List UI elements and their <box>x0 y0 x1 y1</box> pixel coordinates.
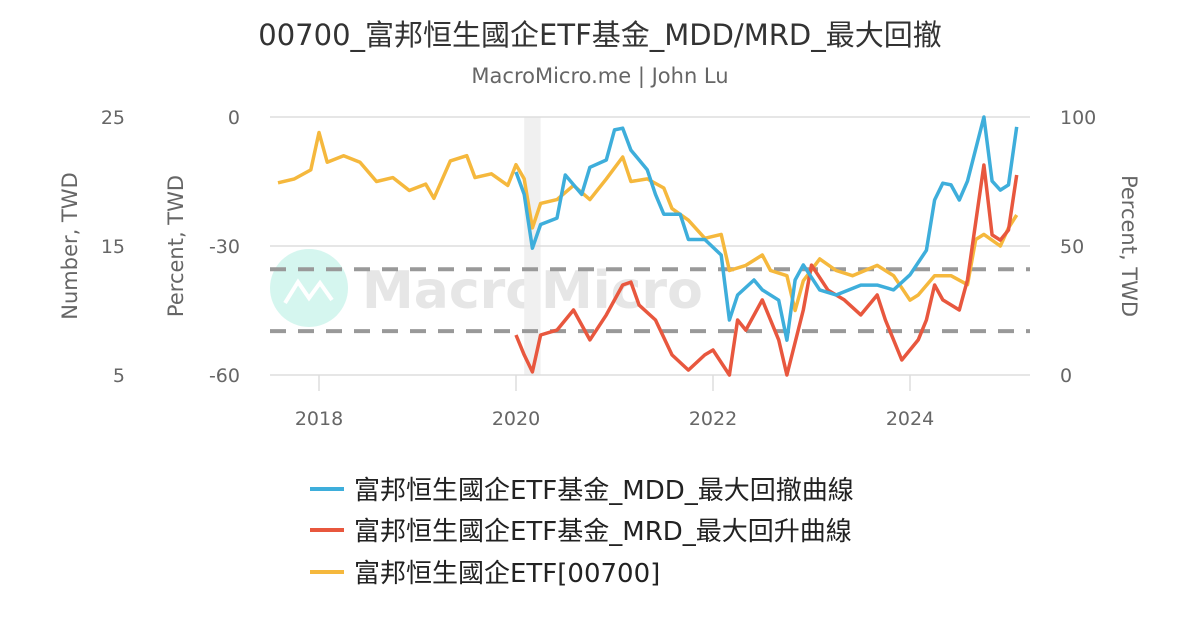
watermark-logo-icon <box>270 249 348 327</box>
x-tick-label: 2022 <box>689 408 737 430</box>
legend-item-price[interactable]: 富邦恒生國企ETF[00700] <box>310 553 660 590</box>
left-percent-tick: -60 <box>209 365 240 387</box>
x-tick-label: 2018 <box>295 408 343 430</box>
legend-label: 富邦恒生國企ETF基金_MDD_最大回撤曲線 <box>354 476 854 506</box>
series-line-0 <box>514 115 1019 342</box>
watermark-logo-mark <box>283 278 334 305</box>
right-percent-axis-label: Percent, TWD <box>1117 175 1141 317</box>
legend-swatch <box>310 527 344 532</box>
right-percent-tick: 50 <box>1060 236 1084 258</box>
series-line-2 <box>277 130 1019 313</box>
x-tick-label: 2024 <box>886 408 934 430</box>
left-percent-axis-label: Percent, TWD <box>164 175 188 317</box>
legend-item-mrd[interactable]: 富邦恒生國企ETF基金_MRD_最大回升曲線 <box>310 511 852 548</box>
x-tick-label: 2020 <box>492 408 540 430</box>
legend-item-mdd[interactable]: 富邦恒生國企ETF基金_MDD_最大回撤曲線 <box>310 470 854 507</box>
legend-swatch <box>310 486 344 491</box>
legend-swatch <box>310 569 344 574</box>
right-percent-tick: 100 <box>1060 107 1096 129</box>
left-number-tick: 15 <box>101 236 125 258</box>
legend-label: 富邦恒生國企ETF[00700] <box>354 559 661 589</box>
left-percent-tick: -30 <box>209 236 240 258</box>
left-percent-tick: 0 <box>228 107 240 129</box>
left-number-tick: 25 <box>101 107 125 129</box>
series-line-1 <box>514 163 1019 377</box>
right-percent-tick: 0 <box>1060 365 1072 387</box>
chart-title: 00700_富邦恒生國企ETF基金_MDD/MRD_最大回撤 <box>258 18 942 52</box>
legend-label: 富邦恒生國企ETF基金_MRD_最大回升曲線 <box>354 517 852 547</box>
chart-subtitle: MacroMicro.me | John Lu <box>471 64 729 88</box>
left-number-tick: 5 <box>113 365 125 387</box>
watermark: MacroMicro <box>270 249 703 327</box>
left-number-axis-label: Number, TWD <box>58 172 82 319</box>
